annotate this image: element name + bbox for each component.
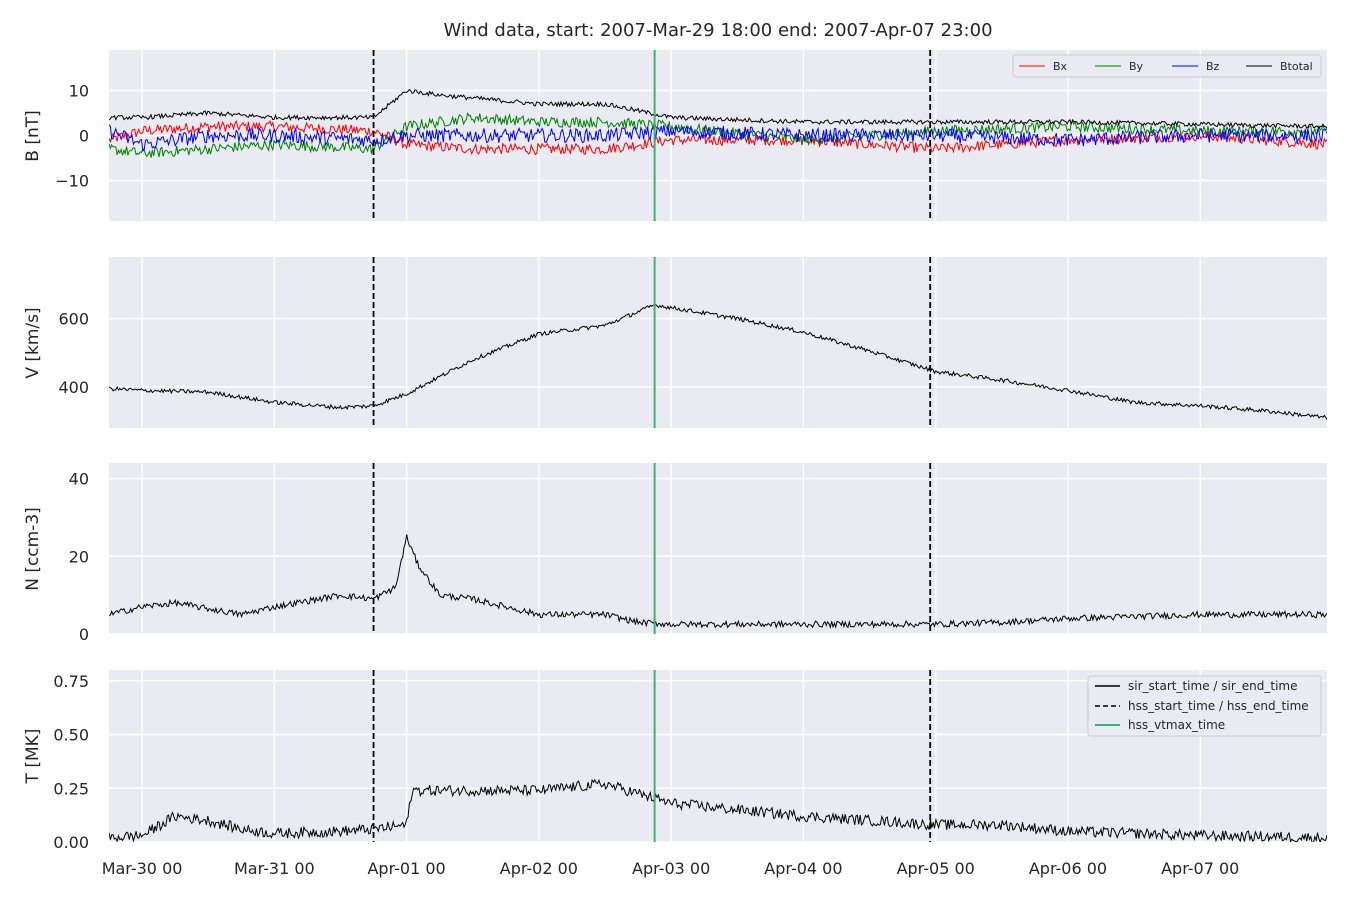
y-tick-label: 0.00 [53,833,89,852]
y-tick-label: 20 [69,547,89,566]
legend-label-vtmax: hss_vtmax_time [1128,718,1225,732]
x-tick-label: Apr-04 00 [764,859,842,878]
y-tick-label: 400 [58,378,89,397]
legend-label-bx: Bx [1053,60,1068,73]
y-axis-label-n: N [ccm-3] [23,507,43,591]
plot-background [109,463,1327,634]
legend-box [1012,54,1322,78]
x-tick-label: Apr-06 00 [1029,859,1107,878]
x-tick-label: Apr-01 00 [367,859,445,878]
y-tick-label: 40 [69,470,89,489]
x-tick-label: Apr-05 00 [897,859,975,878]
x-tick-label: Mar-30 00 [102,859,183,878]
legend-label-btotal: Btotal [1280,60,1313,73]
y-tick-label: 600 [58,310,89,329]
series-group [109,534,1327,630]
y-tick-label: 0.25 [53,779,89,798]
series-btotal [109,88,1327,130]
legend-event-times: sir_start_time / sir_end_time hss_start_… [1087,675,1322,737]
y-axis-label-b: B [nT] [23,110,43,162]
x-axis: Mar-30 00 Mar-31 00 Apr-01 00 Apr-02 00 Apr-… [102,859,1240,878]
legend-label-hss: hss_start_time / hss_end_time [1128,699,1309,713]
series-bz [109,124,1327,152]
x-tick-label: Apr-07 00 [1161,859,1239,878]
series-group [109,88,1327,158]
y-tick-label: 0 [79,127,89,146]
chart-title: Wind data, start: 2007-Mar-29 18:00 end:… [443,20,992,41]
x-tick-label: Apr-03 00 [632,859,710,878]
y-tick-label: −10 [55,172,89,191]
series-t [109,778,1327,842]
series-v [109,304,1327,420]
plot-background [109,257,1327,428]
legend-label-by: By [1129,60,1144,73]
y-tick-label: 0.75 [53,672,89,691]
panel-density: 0 20 40 [69,463,1327,644]
legend-magnetic-field: Bx By Bz Btotal [1012,54,1322,78]
y-tick-label: 0.50 [53,726,89,745]
legend-label-sir: sir_start_time / sir_end_time [1128,679,1298,693]
y-tick-label: 0 [79,625,89,644]
series-group [109,778,1327,842]
x-tick-label: Apr-02 00 [500,859,578,878]
series-n [109,534,1327,630]
legend-label-bz: Bz [1206,60,1220,73]
series-by [109,112,1327,158]
x-tick-label: Mar-31 00 [234,859,315,878]
y-axis-label-v: V [km/s] [23,307,43,378]
series-bx [109,119,1327,156]
y-tick-label: 10 [69,82,89,101]
panel-velocity: 400 600 [58,257,1327,428]
legend-box [1087,675,1322,737]
series-group [109,304,1327,420]
panel-magnetic-field: −10 0 10 [55,50,1327,221]
y-axis-label-t: T [MK] [23,729,43,785]
